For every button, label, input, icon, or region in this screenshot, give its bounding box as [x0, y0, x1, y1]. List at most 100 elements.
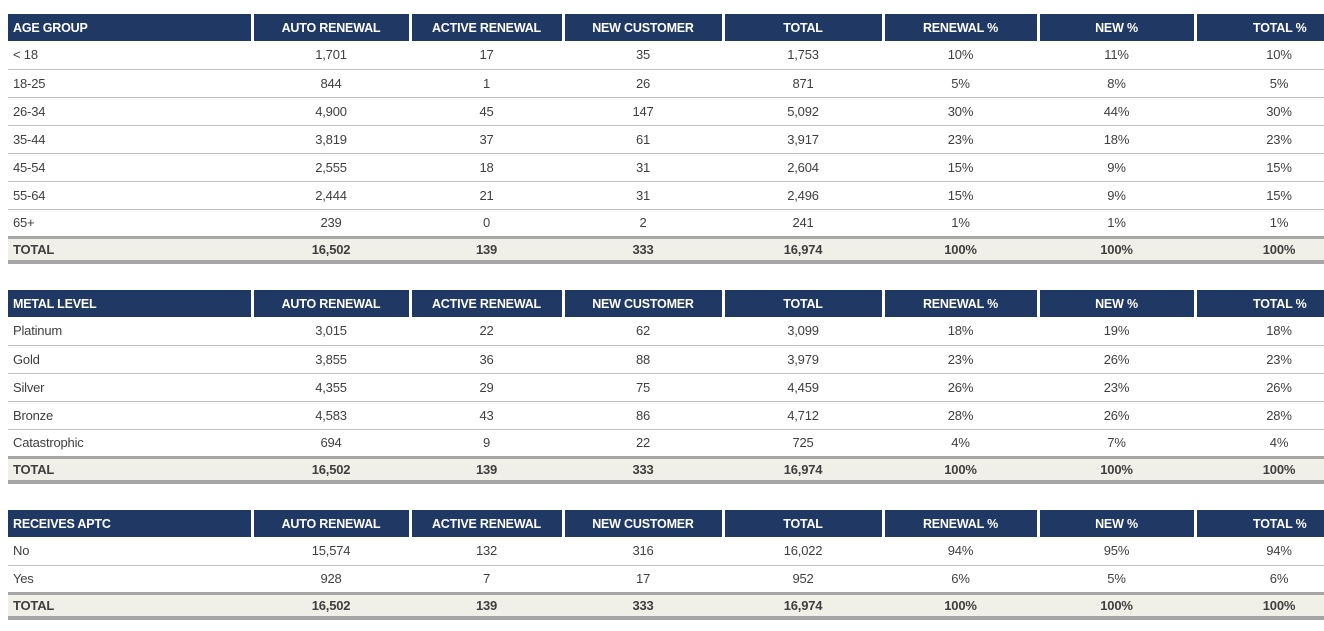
total-label-cell: TOTAL	[8, 455, 252, 484]
value-cell: 26%	[1038, 345, 1195, 374]
column-header: ACTIVE RENEWAL	[408, 510, 563, 537]
table-row: 45-54 2,555 18 31 2,604 15% 9% 15%	[8, 153, 1324, 182]
value-cell: 43	[410, 401, 563, 430]
value-cell: 26%	[883, 373, 1038, 402]
column-header: TOTAL	[721, 14, 883, 41]
value-cell: 1%	[1038, 209, 1195, 238]
report-table: AGE GROUP AUTO RENEWAL ACTIVE RENEWAL NEW C…	[8, 14, 1324, 264]
value-cell: 18%	[1038, 125, 1195, 154]
value-cell: 44%	[1038, 97, 1195, 126]
value-cell: 3,015	[252, 317, 410, 346]
value-cell: 26%	[1195, 373, 1324, 402]
report-table: METAL LEVEL AUTO RENEWAL ACTIVE RENEWAL NEW…	[8, 290, 1324, 484]
column-header: TOTAL	[721, 290, 883, 317]
table-category-header: METAL LEVEL	[8, 290, 252, 317]
table-row: No 15,574 132 316 16,022 94% 95% 94%	[8, 537, 1324, 566]
value-cell: 1,701	[252, 41, 410, 70]
table-row: Gold 3,855 36 88 3,979 23% 26% 23%	[8, 345, 1324, 374]
row-label-cell: Gold	[8, 345, 252, 374]
value-cell: 9%	[1038, 181, 1195, 210]
value-cell: 86	[563, 401, 723, 430]
value-cell: 11%	[1038, 41, 1195, 70]
value-cell: 23%	[883, 345, 1038, 374]
row-label-cell: Catastrophic	[8, 429, 252, 458]
value-cell: 45	[410, 97, 563, 126]
total-value-cell: 100%	[883, 455, 1038, 484]
table-row: 65+ 239 0 2 241 1% 1% 1%	[8, 209, 1324, 238]
header-row: RECEIVES APTC AUTO RENEWAL ACTIVE RENEWAL N…	[8, 510, 1324, 537]
report-table: RECEIVES APTC AUTO RENEWAL ACTIVE RENEWAL N…	[8, 510, 1324, 620]
value-cell: 26	[563, 69, 723, 98]
row-label-cell: Silver	[8, 373, 252, 402]
value-cell: 62	[563, 317, 723, 346]
total-value-cell: 16,502	[252, 591, 410, 620]
value-cell: 2,604	[723, 153, 883, 182]
column-header: NEW CUSTOMER	[561, 510, 723, 537]
value-cell: 95%	[1038, 537, 1195, 566]
value-cell: 316	[563, 537, 723, 566]
value-cell: 3,099	[723, 317, 883, 346]
value-cell: 10%	[883, 41, 1038, 70]
value-cell: 5%	[1195, 69, 1324, 98]
value-cell: 725	[723, 429, 883, 458]
total-value-cell: 100%	[1038, 235, 1195, 264]
value-cell: 2	[563, 209, 723, 238]
value-cell: 35	[563, 41, 723, 70]
total-value-cell: 16,974	[723, 235, 883, 264]
value-cell: 15%	[1195, 153, 1324, 182]
total-value-cell: 333	[563, 455, 723, 484]
value-cell: 5%	[883, 69, 1038, 98]
row-label-cell: < 18	[8, 41, 252, 70]
total-value-cell: 16,502	[252, 455, 410, 484]
column-header: AUTO RENEWAL	[250, 290, 410, 317]
value-cell: 4,900	[252, 97, 410, 126]
value-cell: 5%	[1038, 565, 1195, 594]
value-cell: 4%	[1195, 429, 1324, 458]
total-label-cell: TOTAL	[8, 591, 252, 620]
total-value-cell: 100%	[883, 591, 1038, 620]
total-value-cell: 16,502	[252, 235, 410, 264]
total-value-cell: 100%	[1038, 591, 1195, 620]
table-category-header: RECEIVES APTC	[8, 510, 252, 537]
value-cell: 22	[410, 317, 563, 346]
value-cell: 5,092	[723, 97, 883, 126]
total-value-cell: 100%	[883, 235, 1038, 264]
total-row: TOTAL 16,502 139 333 16,974 100% 100% 100%	[8, 235, 1324, 264]
value-cell: 23%	[1195, 125, 1324, 154]
value-cell: 28%	[883, 401, 1038, 430]
table-row: 26-34 4,900 45 147 5,092 30% 44% 30%	[8, 97, 1324, 126]
value-cell: 4,583	[252, 401, 410, 430]
column-header: ACTIVE RENEWAL	[408, 290, 563, 317]
table-category-header: AGE GROUP	[8, 14, 252, 41]
value-cell: 1%	[883, 209, 1038, 238]
value-cell: 9%	[1038, 153, 1195, 182]
value-cell: 10%	[1195, 41, 1324, 70]
table-row: Yes 928 7 17 952 6% 5% 6%	[8, 565, 1324, 594]
value-cell: 15%	[883, 153, 1038, 182]
value-cell: 0	[410, 209, 563, 238]
column-header: TOTAL %	[1193, 290, 1324, 317]
value-cell: 30%	[883, 97, 1038, 126]
value-cell: 75	[563, 373, 723, 402]
total-value-cell: 333	[563, 235, 723, 264]
row-label-cell: 45-54	[8, 153, 252, 182]
value-cell: 928	[252, 565, 410, 594]
row-label-cell: No	[8, 537, 252, 566]
total-value-cell: 16,974	[723, 455, 883, 484]
header-row: AGE GROUP AUTO RENEWAL ACTIVE RENEWAL NEW C…	[8, 14, 1324, 41]
total-value-cell: 139	[410, 591, 563, 620]
value-cell: 3,855	[252, 345, 410, 374]
value-cell: 844	[252, 69, 410, 98]
value-cell: 94%	[883, 537, 1038, 566]
value-cell: 18%	[883, 317, 1038, 346]
table-row: 55-64 2,444 21 31 2,496 15% 9% 15%	[8, 181, 1324, 210]
value-cell: 26%	[1038, 401, 1195, 430]
column-header: NEW CUSTOMER	[561, 290, 723, 317]
value-cell: 36	[410, 345, 563, 374]
value-cell: 7	[410, 565, 563, 594]
value-cell: 30%	[1195, 97, 1324, 126]
value-cell: 23%	[1038, 373, 1195, 402]
column-header: AUTO RENEWAL	[250, 14, 410, 41]
total-value-cell: 139	[410, 235, 563, 264]
